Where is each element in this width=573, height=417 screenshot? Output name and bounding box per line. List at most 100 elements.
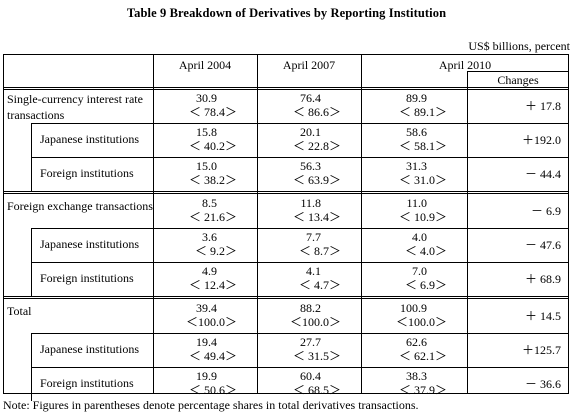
value-cell: 89.9: [406, 91, 427, 105]
value-cell: 7.7: [306, 230, 321, 244]
row-rule: [31, 367, 569, 368]
change-cell: ＋ 14.5: [524, 309, 561, 323]
row-label: Japanese institutions: [40, 237, 139, 251]
indent-divider: [31, 157, 32, 191]
header-rule-2: [3, 89, 569, 90]
change-cell: － 47.6: [524, 238, 561, 252]
value-cell: 100.9: [400, 301, 427, 315]
footnote: Note: Figures in parentheses denote perc…: [3, 398, 419, 412]
row-label: Japanese institutions: [40, 132, 139, 146]
share-cell: ＜ 6.9＞: [404, 278, 447, 292]
value-cell: 56.3: [300, 159, 321, 173]
indent-divider: [31, 123, 32, 157]
share-cell: ＜ 50.6＞: [188, 383, 237, 397]
share-cell: ＜ 78.4＞: [188, 105, 237, 119]
change-cell: － 44.4: [524, 167, 561, 181]
share-cell: ＜100.0＞: [395, 315, 447, 329]
change-cell: ＋ 68.9: [524, 272, 561, 286]
value-cell: 30.9: [196, 91, 217, 105]
group-rule-1: [3, 296, 569, 297]
row-label: Foreign institutions: [40, 376, 134, 390]
share-cell: ＜ 38.2＞: [188, 173, 237, 187]
share-cell: ＜ 58.1＞: [398, 139, 447, 153]
row-rule: [31, 333, 569, 334]
unit-label: US$ billions, percent: [468, 39, 570, 53]
share-cell: ＜ 49.4＞: [188, 349, 237, 363]
share-cell: ＜ 40.2＞: [188, 139, 237, 153]
row-rule: [31, 262, 569, 263]
value-cell: 31.3: [406, 159, 427, 173]
share-cell: ＜100.0＞: [289, 315, 341, 329]
value-cell: 19.4: [196, 335, 217, 349]
value-cell: 58.6: [406, 125, 427, 139]
header-rule-1: [3, 87, 569, 88]
value-cell: 4.1: [306, 264, 321, 278]
value-cell: 76.4: [300, 91, 321, 105]
group-rule-2: [3, 298, 569, 299]
group-rule-2: [3, 193, 569, 194]
header-april-2004: April 2004: [178, 58, 232, 72]
row-label: Foreign institutions: [40, 271, 134, 285]
change-cell: ＋192.0: [521, 133, 561, 147]
share-cell: ＜ 63.9＞: [292, 173, 341, 187]
indent-divider: [31, 228, 32, 262]
share-cell: ＜ 21.6＞: [188, 210, 237, 224]
value-cell: 27.7: [300, 335, 321, 349]
header-changes: Changes: [497, 73, 539, 87]
column-divider: [467, 87, 468, 394]
share-cell: ＜ 31.5＞: [292, 349, 341, 363]
change-cell: － 36.6: [524, 377, 561, 391]
value-cell: 11.8: [300, 196, 321, 210]
table-border-right: [568, 54, 569, 394]
row-rule: [31, 123, 569, 124]
row-label: Total: [7, 304, 32, 318]
share-cell: ＜ 12.4＞: [188, 278, 237, 292]
header-april-2010: April 2010: [438, 58, 492, 72]
row-label: Foreign exchange transactions: [7, 199, 153, 213]
derivatives-table: April 2004 April 2007 April 2010 Changes…: [3, 54, 569, 401]
value-cell: 11.0: [406, 196, 427, 210]
value-cell: 88.2: [300, 301, 321, 315]
change-cell: ＋ 17.8: [524, 99, 561, 113]
value-cell: 4.0: [412, 230, 427, 244]
share-cell: ＜ 31.0＞: [398, 173, 447, 187]
value-cell: 62.6: [406, 335, 427, 349]
value-cell: 15.0: [196, 159, 217, 173]
share-cell: ＜ 9.2＞: [194, 244, 237, 258]
column-divider: [361, 54, 362, 394]
group-rule-1: [3, 191, 569, 192]
value-cell: 4.9: [202, 264, 217, 278]
share-cell: ＜ 8.7＞: [298, 244, 341, 258]
indent-divider: [31, 333, 32, 367]
indent-divider: [31, 262, 32, 296]
change-cell: － 6.9: [530, 204, 561, 218]
value-cell: 38.3: [406, 369, 427, 383]
share-cell: ＜ 10.9＞: [398, 210, 447, 224]
value-cell: 19.9: [196, 369, 217, 383]
changes-header-line: [467, 71, 569, 72]
share-cell: ＜ 4.0＞: [404, 244, 447, 258]
change-cell: ＋125.7: [521, 343, 561, 357]
row-label: Japanese institutions: [40, 342, 139, 356]
share-cell: ＜ 22.8＞: [292, 139, 341, 153]
table-title: Table 9 Breakdown of Derivatives by Repo…: [126, 6, 447, 20]
share-cell: ＜ 13.4＞: [292, 210, 341, 224]
value-cell: 20.1: [300, 125, 321, 139]
value-cell: 60.4: [300, 369, 321, 383]
column-divider: [257, 54, 258, 394]
share-cell: ＜ 4.7＞: [298, 278, 341, 292]
value-cell: 7.0: [412, 264, 427, 278]
share-cell: ＜100.0＞: [185, 315, 237, 329]
value-cell: 3.6: [202, 230, 217, 244]
row-rule: [31, 228, 569, 229]
share-cell: ＜ 89.1＞: [398, 105, 447, 119]
value-cell: 8.5: [202, 196, 217, 210]
table-border-left: [3, 54, 4, 394]
value-cell: 39.4: [196, 301, 217, 315]
row-label: Single-currency interest rate transactio…: [7, 92, 143, 122]
header-april-2007: April 2007: [282, 58, 336, 72]
row-label: Foreign institutions: [40, 166, 134, 180]
share-cell: ＜ 68.5＞: [292, 383, 341, 397]
value-cell: 15.8: [196, 125, 217, 139]
indent-divider: [31, 367, 32, 401]
